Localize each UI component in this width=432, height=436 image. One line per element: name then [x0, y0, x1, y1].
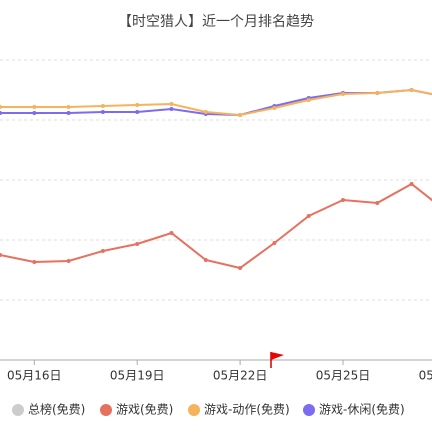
point — [135, 242, 140, 246]
point — [100, 110, 105, 114]
point — [306, 214, 311, 218]
point — [341, 198, 345, 202]
point — [203, 258, 208, 262]
legend-swatch — [188, 404, 200, 416]
legend-label: 游戏(免费) — [116, 402, 173, 417]
point — [32, 105, 37, 109]
point — [32, 111, 37, 115]
x-tick-label: 05月25日 — [316, 369, 371, 383]
legend-swatch — [12, 404, 24, 416]
series-line — [0, 88, 432, 117]
point — [238, 113, 243, 117]
x-tick-label: 05月16日 — [7, 369, 62, 383]
point — [0, 111, 2, 115]
x-tick-label: 05月19日 — [110, 369, 165, 383]
legend-swatch — [303, 404, 315, 416]
point — [100, 249, 105, 253]
legend-label: 游戏-动作(免费) — [204, 402, 290, 417]
point — [100, 104, 105, 108]
point — [66, 105, 71, 109]
series-line — [0, 182, 432, 270]
point — [169, 107, 174, 111]
point — [306, 98, 311, 102]
point — [0, 253, 2, 257]
point — [0, 105, 2, 109]
point — [66, 111, 71, 115]
point — [375, 91, 380, 95]
point — [169, 102, 174, 106]
x-tick-label: 05月28日 — [419, 369, 432, 383]
chart-title: 【时空猎人】近一个月排名趋势 — [118, 14, 314, 30]
flag — [270, 352, 284, 368]
point — [409, 182, 414, 186]
point — [238, 266, 243, 270]
legend-label: 总榜(免费) — [28, 402, 85, 417]
point — [375, 201, 380, 205]
point — [409, 88, 414, 92]
point — [135, 103, 140, 107]
point — [135, 110, 140, 114]
point — [169, 231, 174, 235]
x-tick-label: 05月22日 — [213, 369, 268, 383]
legend-swatch — [100, 404, 112, 416]
legend-label: 游戏-休闲(免费) — [319, 402, 405, 417]
point — [272, 106, 277, 110]
point — [32, 260, 37, 264]
point — [66, 259, 71, 263]
point — [203, 110, 208, 114]
point — [341, 92, 345, 96]
point — [272, 241, 277, 245]
